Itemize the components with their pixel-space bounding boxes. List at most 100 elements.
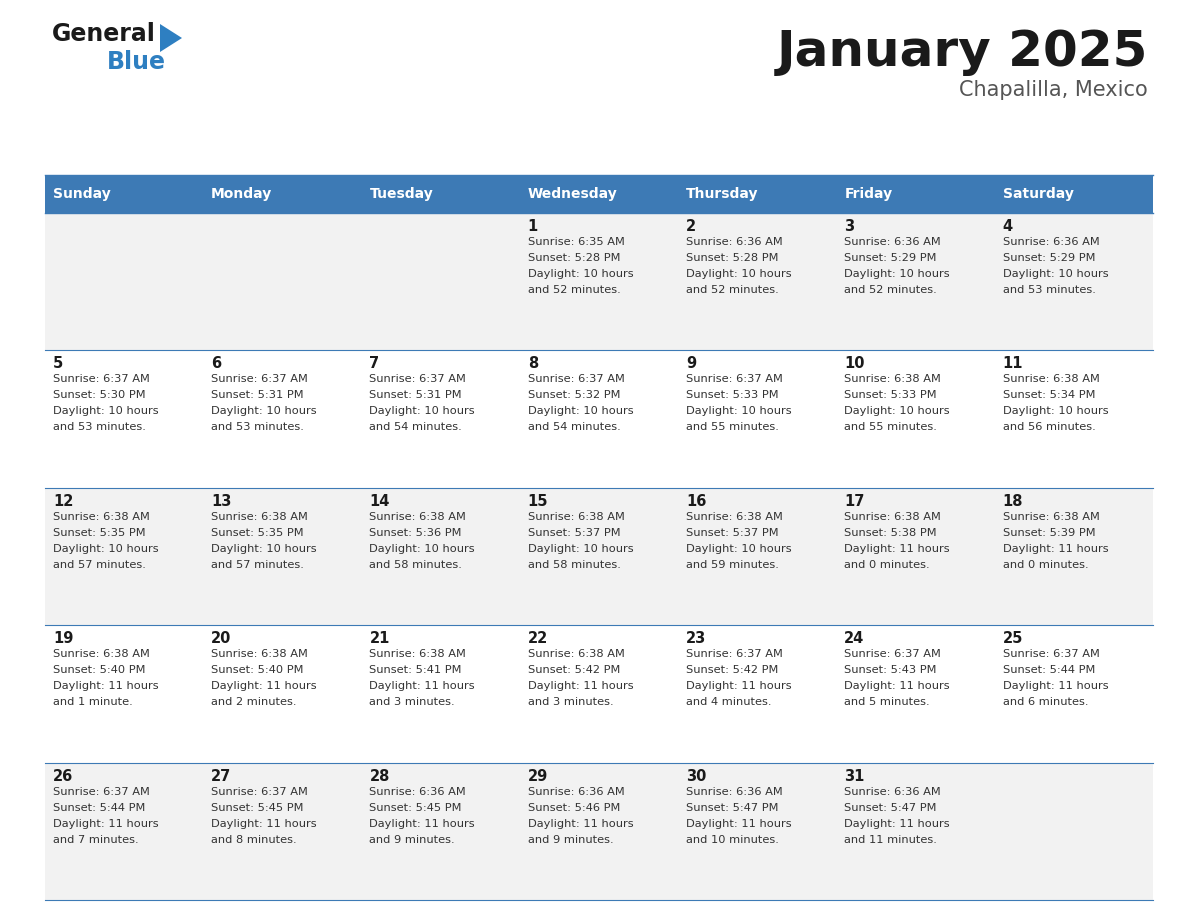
Text: Sunset: 5:43 PM: Sunset: 5:43 PM <box>845 666 937 676</box>
Text: Sunrise: 6:36 AM: Sunrise: 6:36 AM <box>845 237 941 247</box>
Text: Sunset: 5:37 PM: Sunset: 5:37 PM <box>527 528 620 538</box>
Text: Tuesday: Tuesday <box>369 187 434 201</box>
Text: Sunset: 5:33 PM: Sunset: 5:33 PM <box>845 390 937 400</box>
Text: 11: 11 <box>1003 356 1023 372</box>
Text: and 55 minutes.: and 55 minutes. <box>845 422 937 432</box>
Text: Sunset: 5:31 PM: Sunset: 5:31 PM <box>369 390 462 400</box>
Text: Sunrise: 6:37 AM: Sunrise: 6:37 AM <box>845 649 941 659</box>
Bar <box>678 213 836 351</box>
Text: Sunset: 5:47 PM: Sunset: 5:47 PM <box>845 802 937 812</box>
Text: Daylight: 11 hours: Daylight: 11 hours <box>53 681 158 691</box>
Text: Daylight: 10 hours: Daylight: 10 hours <box>53 407 158 417</box>
Text: and 6 minutes.: and 6 minutes. <box>1003 697 1088 707</box>
Text: and 57 minutes.: and 57 minutes. <box>211 560 304 570</box>
Text: Wednesday: Wednesday <box>527 187 618 201</box>
Bar <box>994 625 1154 763</box>
Bar <box>678 487 836 625</box>
Text: and 54 minutes.: and 54 minutes. <box>527 422 620 432</box>
Bar <box>45 487 203 625</box>
Text: Saturday: Saturday <box>1003 187 1074 201</box>
Bar <box>203 625 361 763</box>
Text: Daylight: 11 hours: Daylight: 11 hours <box>211 681 317 691</box>
Text: Daylight: 10 hours: Daylight: 10 hours <box>1003 407 1108 417</box>
Text: Sunrise: 6:38 AM: Sunrise: 6:38 AM <box>211 649 308 659</box>
Text: and 52 minutes.: and 52 minutes. <box>685 285 779 295</box>
Text: 17: 17 <box>845 494 865 509</box>
Text: Sunset: 5:35 PM: Sunset: 5:35 PM <box>53 528 146 538</box>
Text: Daylight: 10 hours: Daylight: 10 hours <box>845 269 950 279</box>
Text: and 3 minutes.: and 3 minutes. <box>527 697 613 707</box>
Text: Daylight: 10 hours: Daylight: 10 hours <box>53 543 158 554</box>
Text: Sunset: 5:38 PM: Sunset: 5:38 PM <box>845 528 937 538</box>
Text: Sunset: 5:42 PM: Sunset: 5:42 PM <box>527 666 620 676</box>
Text: Sunrise: 6:38 AM: Sunrise: 6:38 AM <box>685 512 783 521</box>
Text: 28: 28 <box>369 768 390 784</box>
Text: Sunset: 5:33 PM: Sunset: 5:33 PM <box>685 390 778 400</box>
Text: and 1 minute.: and 1 minute. <box>53 697 133 707</box>
Text: Sunday: Sunday <box>53 187 110 201</box>
Text: Daylight: 10 hours: Daylight: 10 hours <box>845 407 950 417</box>
Bar <box>836 213 994 351</box>
Bar <box>994 487 1154 625</box>
Text: 14: 14 <box>369 494 390 509</box>
Text: Sunset: 5:46 PM: Sunset: 5:46 PM <box>527 802 620 812</box>
Bar <box>836 175 994 213</box>
Text: Sunset: 5:39 PM: Sunset: 5:39 PM <box>1003 528 1095 538</box>
Text: Daylight: 11 hours: Daylight: 11 hours <box>685 819 791 829</box>
Text: 26: 26 <box>53 768 74 784</box>
Text: Sunrise: 6:38 AM: Sunrise: 6:38 AM <box>369 649 467 659</box>
Text: and 59 minutes.: and 59 minutes. <box>685 560 779 570</box>
Bar <box>836 763 994 900</box>
Text: Sunrise: 6:35 AM: Sunrise: 6:35 AM <box>527 237 625 247</box>
Bar <box>203 487 361 625</box>
Text: Sunrise: 6:36 AM: Sunrise: 6:36 AM <box>685 237 783 247</box>
Text: 12: 12 <box>53 494 74 509</box>
Bar <box>45 351 203 487</box>
Text: 16: 16 <box>685 494 707 509</box>
Text: Sunrise: 6:36 AM: Sunrise: 6:36 AM <box>369 787 466 797</box>
Text: and 58 minutes.: and 58 minutes. <box>369 560 462 570</box>
Text: Daylight: 11 hours: Daylight: 11 hours <box>1003 681 1108 691</box>
Text: and 53 minutes.: and 53 minutes. <box>53 422 146 432</box>
Text: Sunrise: 6:37 AM: Sunrise: 6:37 AM <box>685 375 783 385</box>
Text: Sunrise: 6:36 AM: Sunrise: 6:36 AM <box>1003 237 1099 247</box>
Bar <box>361 213 520 351</box>
Text: Sunrise: 6:36 AM: Sunrise: 6:36 AM <box>685 787 783 797</box>
Bar <box>45 213 203 351</box>
Text: Sunrise: 6:38 AM: Sunrise: 6:38 AM <box>53 649 150 659</box>
Text: 23: 23 <box>685 632 707 646</box>
Text: and 0 minutes.: and 0 minutes. <box>1003 560 1088 570</box>
Text: Sunset: 5:29 PM: Sunset: 5:29 PM <box>1003 253 1095 263</box>
Text: and 53 minutes.: and 53 minutes. <box>1003 285 1095 295</box>
Text: Sunset: 5:45 PM: Sunset: 5:45 PM <box>211 802 304 812</box>
Text: Sunrise: 6:37 AM: Sunrise: 6:37 AM <box>53 375 150 385</box>
Text: and 56 minutes.: and 56 minutes. <box>1003 422 1095 432</box>
Text: 6: 6 <box>211 356 221 372</box>
Text: and 5 minutes.: and 5 minutes. <box>845 697 930 707</box>
Text: Sunset: 5:42 PM: Sunset: 5:42 PM <box>685 666 778 676</box>
Text: Sunset: 5:40 PM: Sunset: 5:40 PM <box>211 666 304 676</box>
Text: Daylight: 10 hours: Daylight: 10 hours <box>685 543 791 554</box>
Text: Sunset: 5:36 PM: Sunset: 5:36 PM <box>369 528 462 538</box>
Text: 31: 31 <box>845 768 865 784</box>
Text: Sunrise: 6:38 AM: Sunrise: 6:38 AM <box>369 512 467 521</box>
Text: Daylight: 10 hours: Daylight: 10 hours <box>527 543 633 554</box>
Text: Sunrise: 6:37 AM: Sunrise: 6:37 AM <box>1003 649 1100 659</box>
Text: Sunset: 5:47 PM: Sunset: 5:47 PM <box>685 802 778 812</box>
Text: Sunset: 5:34 PM: Sunset: 5:34 PM <box>1003 390 1095 400</box>
Bar <box>361 175 520 213</box>
Text: Friday: Friday <box>845 187 892 201</box>
Text: 5: 5 <box>53 356 63 372</box>
Text: and 4 minutes.: and 4 minutes. <box>685 697 771 707</box>
Text: General: General <box>52 22 156 46</box>
Bar <box>45 175 203 213</box>
Text: Daylight: 11 hours: Daylight: 11 hours <box>53 819 158 829</box>
Text: Chapalilla, Mexico: Chapalilla, Mexico <box>959 80 1148 100</box>
Text: Sunset: 5:30 PM: Sunset: 5:30 PM <box>53 390 146 400</box>
Text: Sunset: 5:29 PM: Sunset: 5:29 PM <box>845 253 937 263</box>
Text: Daylight: 10 hours: Daylight: 10 hours <box>211 407 317 417</box>
Text: Sunset: 5:32 PM: Sunset: 5:32 PM <box>527 390 620 400</box>
Text: Thursday: Thursday <box>685 187 759 201</box>
Text: and 8 minutes.: and 8 minutes. <box>211 834 297 845</box>
Text: Sunrise: 6:38 AM: Sunrise: 6:38 AM <box>845 512 941 521</box>
